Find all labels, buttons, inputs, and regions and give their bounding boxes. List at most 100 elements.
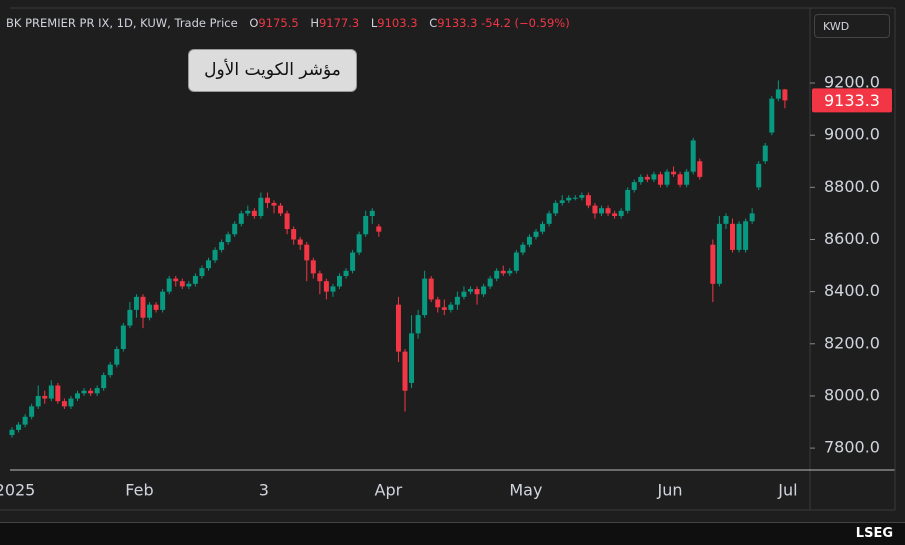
candle-body — [756, 163, 762, 188]
ohlc-letter: O — [249, 16, 259, 30]
candle-body — [526, 236, 532, 245]
candle-body — [186, 283, 192, 287]
candle-body — [494, 270, 500, 279]
currency-button[interactable]: KWD — [814, 14, 890, 38]
candle-body — [42, 395, 48, 399]
candle-body — [618, 210, 624, 217]
ohlc-letter: H — [310, 16, 319, 30]
candle-body — [415, 315, 421, 334]
candle-body — [500, 270, 506, 274]
y-tick-label: 8800.0 — [824, 177, 880, 196]
candle-body — [592, 205, 598, 214]
candle-body — [238, 213, 244, 224]
candle-body — [579, 195, 585, 198]
candle-body — [454, 296, 460, 305]
candle-body — [317, 273, 323, 282]
candle-body — [153, 304, 159, 310]
candle-body — [55, 385, 61, 402]
candle-body — [271, 202, 277, 206]
candle-body — [716, 223, 722, 284]
candle-body — [677, 174, 683, 185]
candle-body — [284, 213, 290, 230]
candle-body — [657, 174, 663, 185]
candle-body — [723, 216, 729, 224]
candle-body — [140, 296, 146, 318]
candle-body — [88, 390, 94, 394]
candle-body — [297, 239, 303, 245]
candle-body — [553, 202, 559, 214]
candle-body — [461, 291, 467, 297]
candle-body — [533, 231, 539, 237]
candle-body — [251, 210, 257, 217]
logo: LSEG — [855, 526, 893, 541]
y-tick-label: 9000.0 — [824, 125, 880, 144]
candle-body — [291, 229, 297, 240]
candle-body — [120, 325, 126, 350]
candle-body — [697, 161, 703, 177]
candle-body — [9, 429, 15, 436]
candle-body — [212, 249, 218, 261]
candle-body — [330, 286, 336, 292]
candle-body — [61, 401, 67, 407]
candle-body — [513, 252, 519, 271]
candle-body — [546, 213, 552, 224]
background — [0, 0, 905, 522]
candle-body — [428, 278, 434, 300]
candle-body — [107, 364, 113, 376]
candle-body — [441, 307, 447, 310]
x-tick-label: Feb — [125, 481, 153, 500]
y-tick-label: 8000.0 — [824, 385, 880, 404]
candle-body — [376, 226, 382, 232]
candle-body — [507, 270, 513, 274]
chart: 7800.0 8000.0 8200.0 8400.0 8600.0 8800.0 9000… — [0, 0, 905, 522]
candle-body — [127, 309, 133, 326]
footer: LSEG — [0, 522, 905, 545]
ohlc-value: 9175.5 — [258, 16, 299, 30]
candle-body — [487, 278, 493, 287]
candle-body — [258, 197, 264, 217]
candle-body — [114, 349, 120, 365]
candle-body — [585, 195, 591, 206]
candle-body — [782, 89, 788, 101]
candle-body — [245, 210, 251, 214]
candle-body — [402, 351, 408, 391]
candle-body — [422, 278, 428, 316]
candle-body — [644, 176, 650, 180]
candle-body — [540, 223, 546, 232]
candle-body — [409, 333, 415, 383]
candle-body — [710, 244, 716, 284]
candle-body — [343, 270, 349, 276]
candle-body — [337, 275, 342, 287]
candle-body — [133, 296, 139, 310]
candle-body — [671, 171, 677, 175]
candle-body — [474, 289, 480, 295]
candle-body — [572, 197, 578, 199]
candle-body — [651, 174, 657, 180]
candle-body — [81, 390, 87, 394]
candle-body — [304, 244, 310, 261]
candle-body — [395, 304, 401, 352]
y-tick-label: 9200.0 — [824, 73, 880, 92]
candle-body — [232, 223, 238, 235]
change: -54.2 (−0.59%) — [481, 16, 570, 30]
candle-body — [206, 260, 211, 269]
candle-body — [559, 200, 565, 203]
candle-body — [35, 395, 41, 407]
candle-body — [631, 182, 637, 190]
price-tag-label: 9133.3 — [824, 91, 880, 110]
candle-body — [599, 208, 604, 214]
candle-body — [264, 197, 270, 203]
candle-body — [448, 304, 454, 310]
ohlc-value: 9103.3 — [377, 16, 418, 30]
candle-body — [160, 291, 166, 310]
candle-body — [363, 216, 369, 235]
symbol-title: BK PREMIER PR IX, 1D, KUW, Trade Price — [6, 16, 238, 30]
candle-body — [101, 375, 107, 389]
x-tick-label: 3 — [259, 481, 269, 500]
candle-body — [350, 252, 356, 271]
candle-body — [369, 210, 375, 217]
candle-body — [199, 268, 205, 276]
x-tick-label: Jul — [777, 481, 797, 500]
ohlc-value: 9133.3 — [437, 16, 478, 30]
